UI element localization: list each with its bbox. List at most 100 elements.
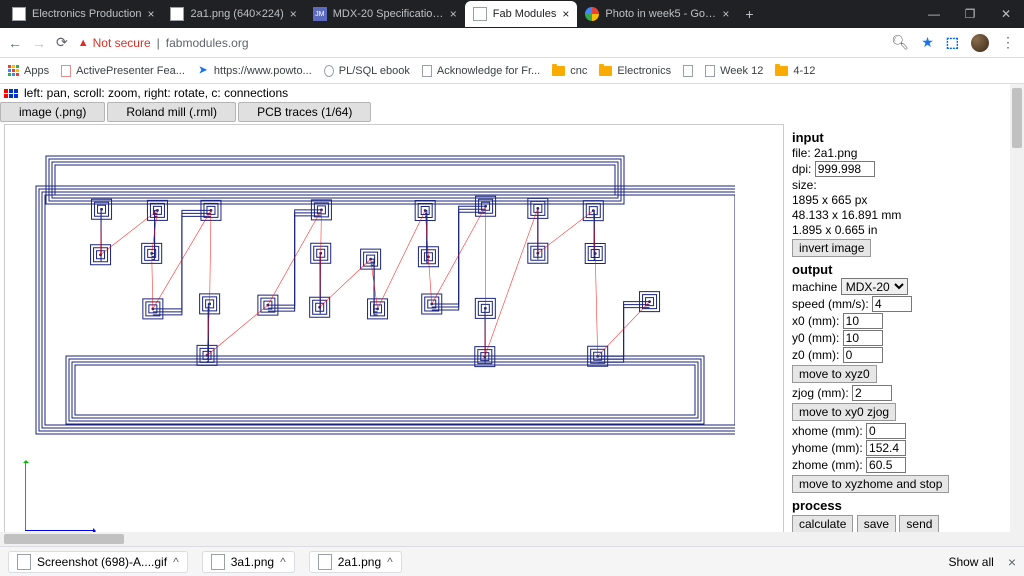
back-button[interactable]: ← — [8, 35, 22, 51]
calculate-button[interactable]: calculate — [792, 515, 853, 533]
bookmark-folder[interactable]: Electronics — [599, 65, 671, 77]
speed-input[interactable] — [872, 296, 912, 312]
minimize-button[interactable]: ― — [916, 7, 952, 21]
bm-label: Electronics — [617, 65, 671, 77]
close-window-button[interactable]: ✕ — [988, 7, 1024, 21]
browser-tab-strip: Electronics Production × 2a1.png (640×22… — [0, 0, 1024, 28]
page-icon — [170, 7, 184, 21]
apps-button[interactable]: Apps — [8, 65, 49, 77]
profile-avatar[interactable] — [971, 34, 989, 52]
bm-label: Acknowledge for Fr... — [437, 65, 540, 77]
bookmark-item[interactable]: PL/SQL ebook — [324, 65, 410, 77]
scrollbar-horizontal[interactable] — [0, 532, 1010, 546]
forward-button[interactable]: → — [32, 35, 46, 51]
download-item[interactable]: Screenshot (698)-A....gif^ — [8, 551, 188, 573]
move-xy0-button[interactable]: move to xy0 zjog — [792, 403, 896, 421]
pcb-preview — [35, 155, 735, 435]
canvas[interactable] — [4, 124, 784, 546]
send-button[interactable]: send — [899, 515, 939, 533]
size-px: 1895 x 665 px — [792, 193, 1018, 207]
save-button[interactable]: save — [857, 515, 896, 533]
yhome-label: yhome (mm): — [792, 441, 863, 455]
close-shelf-button[interactable]: × — [1008, 554, 1016, 570]
close-icon[interactable]: × — [722, 7, 729, 21]
page-icon — [705, 65, 715, 77]
xhome-input[interactable] — [866, 423, 906, 439]
close-icon[interactable]: × — [290, 7, 297, 21]
tab-image[interactable]: image (.png) — [0, 102, 105, 122]
invert-image-button[interactable]: invert image — [792, 239, 871, 257]
bookmarks-bar: Apps ActivePresenter Fea... ➤https://www… — [0, 58, 1024, 84]
close-icon[interactable]: × — [450, 7, 457, 21]
tab-roland[interactable]: Roland mill (.rml) — [107, 102, 236, 122]
chevron-up-icon[interactable]: ^ — [280, 555, 286, 569]
bookmark-item[interactable]: Acknowledge for Fr... — [422, 65, 540, 77]
bookmark-star-icon[interactable]: ★ — [921, 34, 934, 51]
browser-tab[interactable]: JM MDX-20 Specifications | Rolan × — [305, 1, 465, 27]
file-icon — [211, 554, 225, 570]
bookmark-item[interactable]: ActivePresenter Fea... — [61, 65, 185, 77]
xhome-label: xhome (mm): — [792, 424, 863, 438]
input-heading: input — [792, 130, 1018, 145]
z0-label: z0 (mm): — [792, 348, 839, 362]
tab-title: 2a1.png (640×224) — [190, 8, 283, 20]
new-tab-button[interactable]: + — [737, 6, 761, 22]
bookmark-item[interactable] — [683, 65, 693, 77]
machine-select[interactable]: MDX-20 — [841, 278, 908, 295]
search-icon[interactable]: 🔍︎ — [891, 34, 909, 51]
x0-input[interactable] — [843, 313, 883, 329]
browser-tab-active[interactable]: Fab Modules × — [465, 1, 578, 27]
scrollbar-vertical[interactable] — [1010, 84, 1024, 546]
move-xyz0-button[interactable]: move to xyz0 — [792, 365, 877, 383]
maximize-button[interactable]: ❐ — [952, 7, 988, 21]
chevron-up-icon[interactable]: ^ — [173, 555, 179, 569]
bm-label: https://www.powto... — [214, 65, 312, 77]
help-text: left: pan, scroll: zoom, right: rotate, … — [24, 86, 288, 100]
dpi-input[interactable] — [815, 161, 875, 177]
browser-tab[interactable]: Photo in week5 - Google Phot × — [577, 1, 737, 27]
download-item[interactable]: 3a1.png ^ — [202, 551, 295, 573]
size-mm: 48.133 x 16.891 mm — [792, 208, 1018, 222]
chevron-up-icon[interactable]: ^ — [387, 555, 393, 569]
move-home-button[interactable]: move to xyzhome and stop — [792, 475, 949, 493]
page-icon — [422, 65, 432, 77]
tab-title: Fab Modules — [493, 8, 557, 20]
close-icon[interactable]: × — [562, 7, 569, 21]
download-item[interactable]: 2a1.png^ — [309, 551, 402, 573]
bm-label: 4-12 — [793, 65, 815, 77]
module-tabs: image (.png) Roland mill (.rml) PCB trac… — [0, 102, 1024, 122]
zjog-input[interactable] — [852, 385, 892, 401]
file-icon — [318, 554, 332, 570]
tab-pcb[interactable]: PCB traces (1/64) — [238, 102, 371, 122]
bookmark-item[interactable]: Week 12 — [705, 65, 763, 77]
size-label: size: — [792, 178, 1018, 192]
security-indicator[interactable]: ▲Not secure — [78, 36, 151, 50]
y0-input[interactable] — [843, 330, 883, 346]
close-icon[interactable]: × — [147, 7, 154, 21]
tab-title: Electronics Production — [32, 8, 141, 20]
page-icon — [61, 65, 71, 77]
show-all-button[interactable]: Show all — [948, 555, 993, 569]
file-icon — [17, 554, 31, 570]
browser-tab[interactable]: 2a1.png (640×224) × — [162, 1, 304, 27]
menu-icon[interactable]: ⋮ — [1001, 34, 1016, 51]
zhome-input[interactable] — [866, 457, 906, 473]
dropbox-icon[interactable]: ⬚ — [946, 34, 959, 51]
z0-input[interactable] — [843, 347, 883, 363]
url-separator: | — [157, 36, 160, 50]
bookmark-folder[interactable]: 4-12 — [775, 65, 815, 77]
bm-label: cnc — [570, 65, 587, 77]
output-heading: output — [792, 262, 1018, 277]
fab-logo-icon — [4, 89, 18, 98]
bookmark-item[interactable]: ➤https://www.powto... — [197, 65, 312, 77]
url-box[interactable]: ▲Not secure | fabmodules.org — [78, 36, 882, 50]
tab-title: MDX-20 Specifications | Rolan — [333, 8, 444, 20]
jm-icon: JM — [313, 7, 327, 21]
download-shelf: Screenshot (698)-A....gif^ 3a1.png ^ 2a1.… — [0, 546, 1024, 576]
bookmark-folder[interactable]: cnc — [552, 65, 587, 77]
dpi-label: dpi: — [792, 162, 811, 176]
browser-tab[interactable]: Electronics Production × — [4, 1, 162, 27]
download-name: 3a1.png — [231, 555, 274, 569]
yhome-input[interactable] — [866, 440, 906, 456]
reload-button[interactable]: ⟳ — [56, 34, 68, 51]
